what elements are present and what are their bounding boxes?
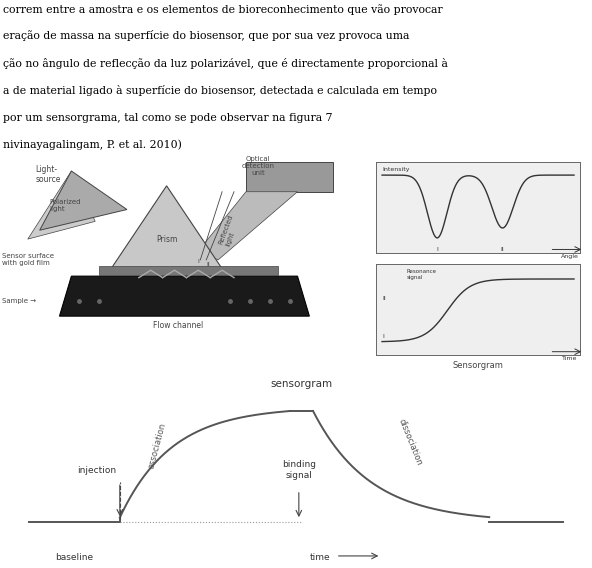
- Text: Sample →: Sample →: [2, 298, 36, 304]
- FancyBboxPatch shape: [99, 266, 278, 275]
- Text: Flow channel: Flow channel: [153, 320, 204, 329]
- Polygon shape: [28, 171, 95, 239]
- Polygon shape: [40, 171, 127, 230]
- Text: Reflected
light: Reflected light: [218, 213, 241, 247]
- Text: II: II: [207, 262, 210, 267]
- Text: injection: injection: [78, 466, 117, 474]
- FancyBboxPatch shape: [246, 162, 333, 192]
- Text: Optical
detection
unit: Optical detection unit: [242, 156, 274, 176]
- Text: I: I: [197, 259, 200, 264]
- Text: time: time: [310, 553, 330, 562]
- Text: Sensor surface
with gold film: Sensor surface with gold film: [2, 253, 54, 266]
- Text: Prism: Prism: [156, 235, 177, 244]
- Text: II: II: [501, 247, 504, 252]
- Text: ção no ângulo de reflecção da luz polarizável, que é directamente proporcional à: ção no ângulo de reflecção da luz polari…: [3, 58, 448, 69]
- Text: I: I: [382, 335, 384, 340]
- Text: binding
signal: binding signal: [282, 460, 316, 479]
- Text: correm entre a amostra e os elementos de bioreconhecimento que vão provocar: correm entre a amostra e os elementos de…: [3, 5, 443, 15]
- Text: association: association: [146, 421, 167, 469]
- Polygon shape: [198, 192, 298, 260]
- Text: baseline: baseline: [55, 553, 94, 562]
- Text: dissociation: dissociation: [396, 417, 423, 467]
- Text: I: I: [436, 247, 438, 252]
- Text: Polarized
light: Polarized light: [50, 199, 81, 211]
- Text: Intensity: Intensity: [382, 167, 410, 172]
- Text: Light-
source: Light- source: [36, 165, 61, 185]
- Text: a de material ligado à superfície do biosensor, detectada e calculada em tempo: a de material ligado à superfície do bio…: [3, 85, 437, 97]
- Text: nivinayagalingam, P. et al. 2010): nivinayagalingam, P. et al. 2010): [3, 139, 182, 149]
- Text: por um sensorgrama, tal como se pode observar na figura 7: por um sensorgrama, tal como se pode obs…: [3, 113, 333, 123]
- Text: Sensorgram: Sensorgram: [453, 361, 503, 370]
- Polygon shape: [60, 276, 310, 316]
- Text: eração de massa na superfície do biosensor, que por sua vez provoca uma: eração de massa na superfície do biosens…: [3, 31, 409, 41]
- Text: sensorgram: sensorgram: [271, 379, 333, 389]
- Polygon shape: [111, 186, 222, 269]
- Text: Angle: Angle: [561, 254, 579, 258]
- Text: II: II: [382, 296, 386, 302]
- Text: Time: Time: [562, 356, 578, 361]
- Text: Resonance
signal: Resonance signal: [407, 269, 436, 280]
